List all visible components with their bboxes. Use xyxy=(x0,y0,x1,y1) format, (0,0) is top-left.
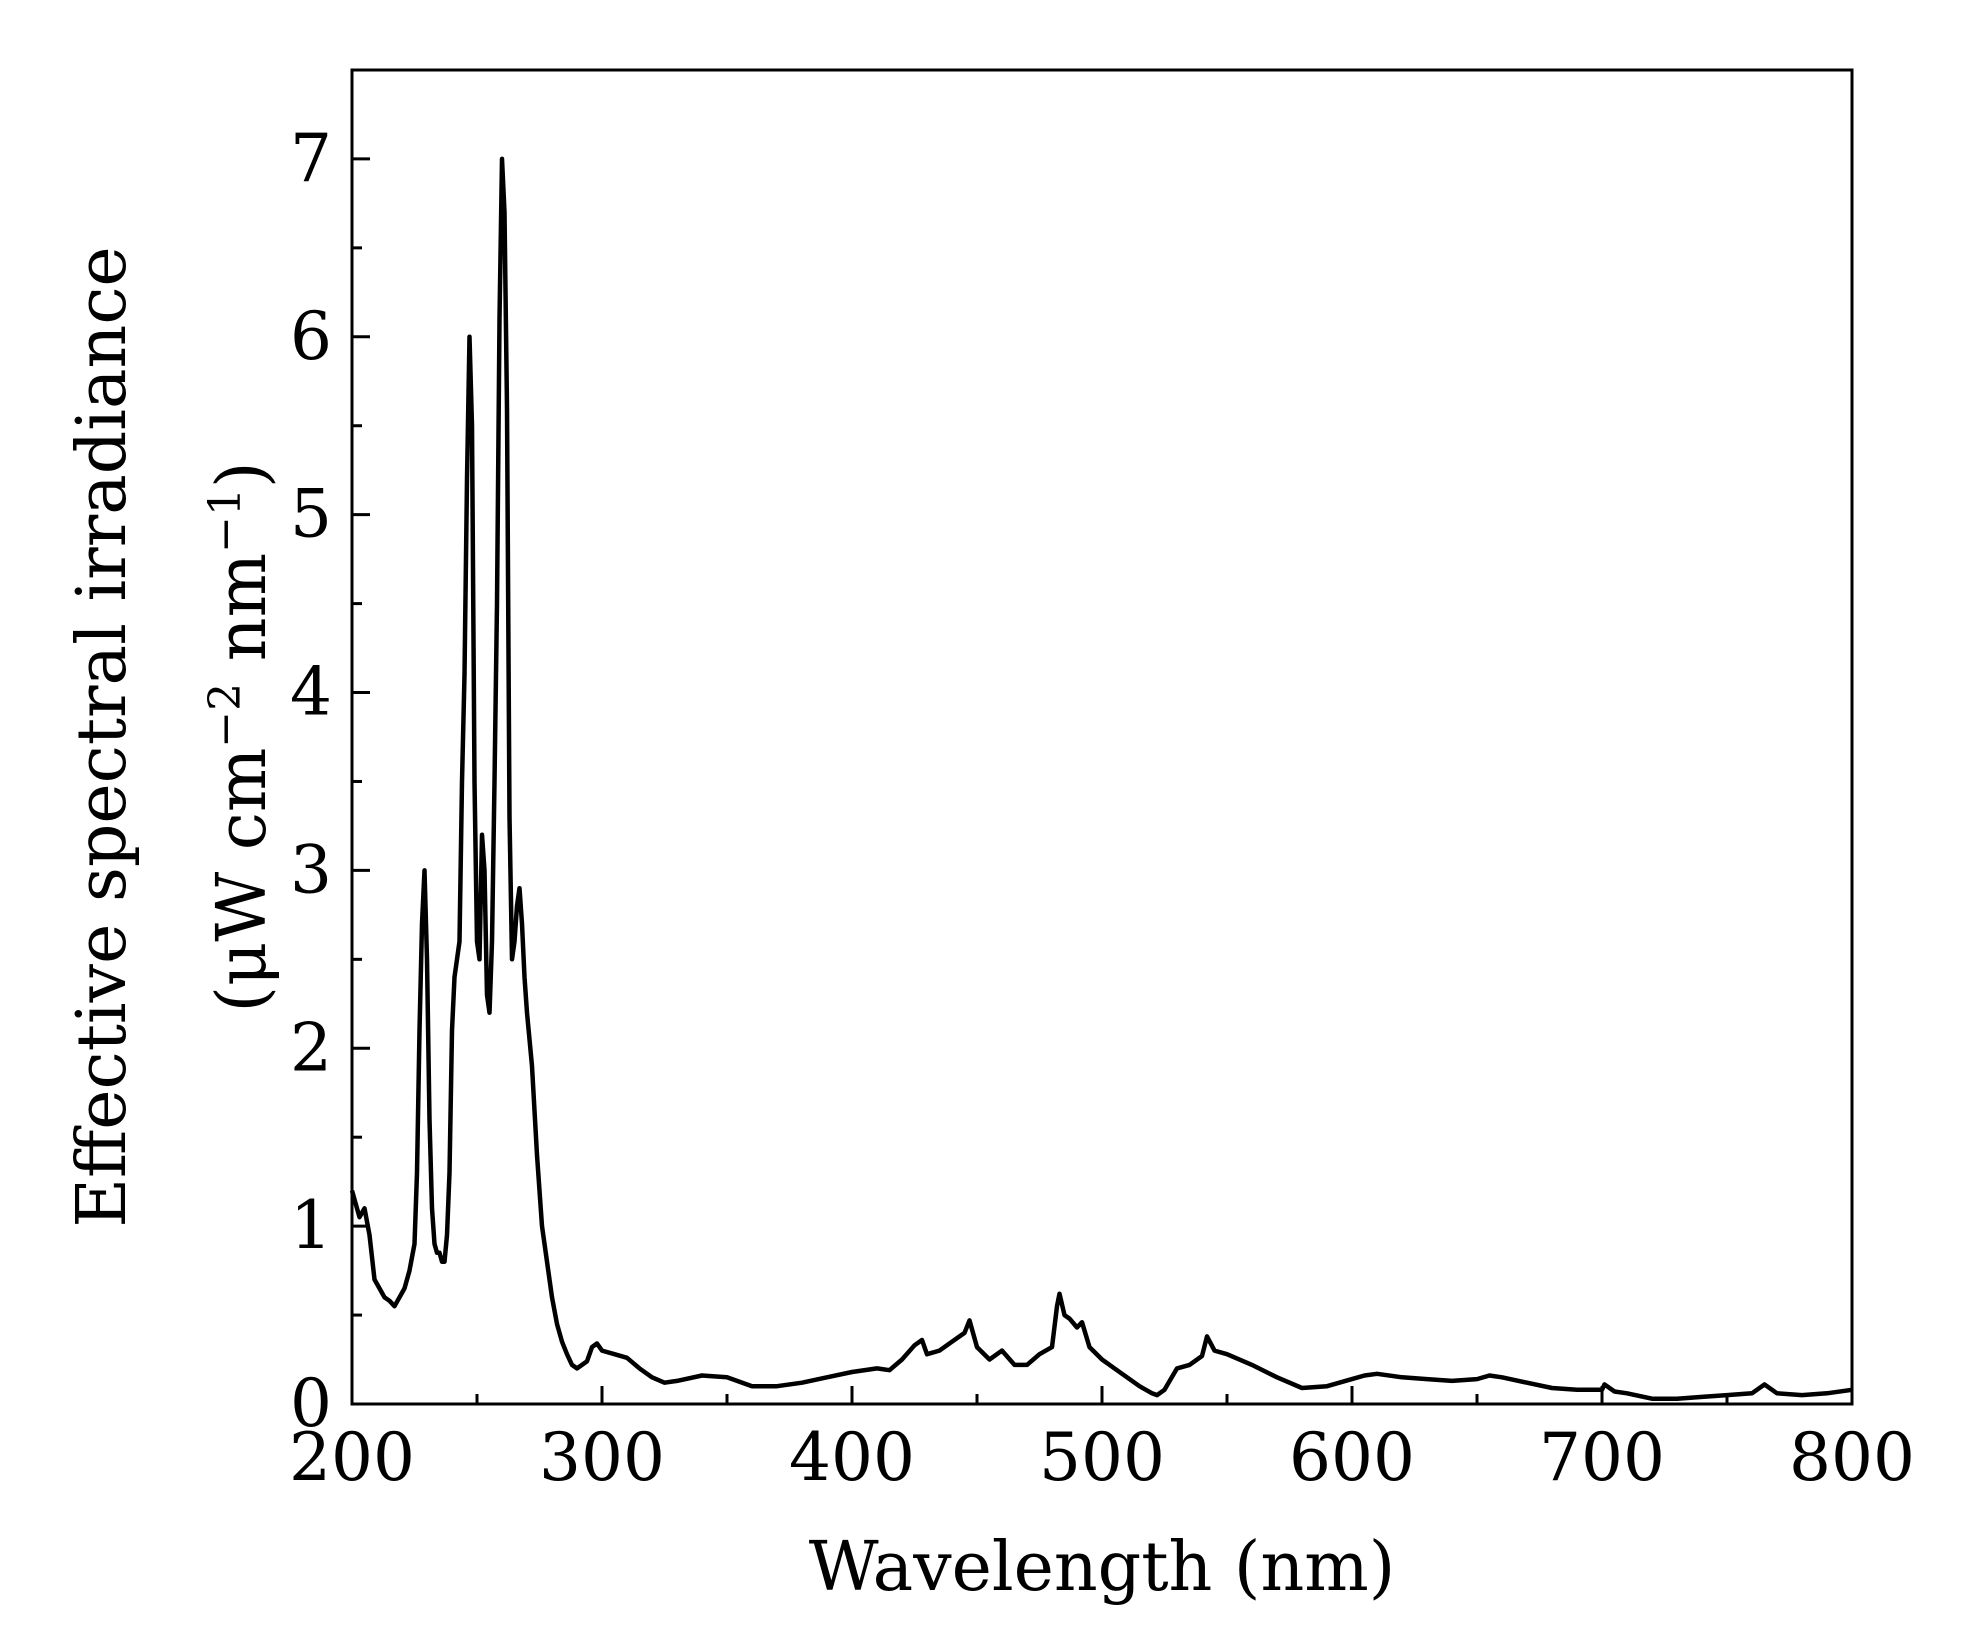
x-axis-tick-labels: 200 300 400 500 600 700 800 xyxy=(289,1419,1915,1496)
y-tick-label: 6 xyxy=(290,298,332,375)
y-axis-title: Effective spectral irradiance (μW cm−2 n… xyxy=(63,246,282,1227)
y-tick-label: 1 xyxy=(290,1187,332,1264)
x-axis-title: Wavelength (nm) xyxy=(809,1528,1396,1607)
x-tick-label: 800 xyxy=(1789,1419,1915,1496)
y-axis-title-unit-mid: nm xyxy=(203,553,282,683)
spectrum-line xyxy=(349,156,1853,1401)
y-axis-title-unit-suffix: ) xyxy=(203,462,282,489)
x-axis-ticks xyxy=(350,1386,1854,1404)
y-tick-label: 2 xyxy=(290,1009,332,1086)
y-axis-title-unit-sup2: −1 xyxy=(200,488,251,553)
x-tick-label: 300 xyxy=(539,1419,665,1496)
y-tick-label: 3 xyxy=(290,831,332,908)
y-axis-tick-labels: 0 1 2 3 4 5 6 7 xyxy=(290,120,332,1442)
plot-frame xyxy=(350,68,1854,1406)
y-axis-title-line2: (μW cm−2 nm−1) xyxy=(200,462,283,1013)
x-tick-label: 600 xyxy=(1289,1419,1415,1496)
y-tick-label: 4 xyxy=(290,654,332,731)
x-tick-label: 700 xyxy=(1539,1419,1665,1496)
y-tick-label: 7 xyxy=(290,120,332,197)
x-tick-label: 200 xyxy=(289,1419,415,1496)
y-axis-title-unit-sup1: −2 xyxy=(200,683,251,748)
y-axis-title-line1: Effective spectral irradiance xyxy=(63,246,142,1227)
y-axis-title-unit-prefix: (μW cm xyxy=(203,748,282,1013)
x-tick-label: 500 xyxy=(1039,1419,1165,1496)
y-tick-label: 0 xyxy=(290,1365,332,1442)
y-tick-label: 5 xyxy=(290,476,332,553)
x-tick-label: 400 xyxy=(789,1419,915,1496)
y-axis-ticks xyxy=(352,157,370,1406)
